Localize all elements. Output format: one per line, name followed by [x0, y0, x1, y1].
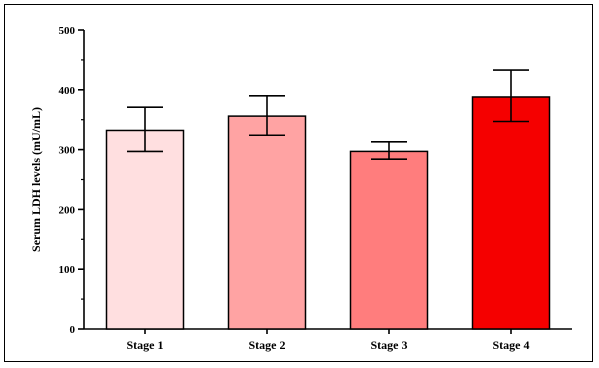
- bars-group: [105, 96, 551, 330]
- bar-stage-2: [227, 115, 307, 330]
- x-tick-label: Stage 3: [371, 338, 408, 352]
- x-tick-label: Stage 4: [493, 338, 530, 352]
- y-axis-title: Serum LDH levels (mU/mL): [29, 107, 43, 252]
- y-tick-label: 300: [59, 145, 76, 157]
- y-tick-label: 400: [59, 85, 76, 97]
- y-tick-label: 200: [59, 204, 76, 216]
- bar-stage-1: [105, 129, 185, 330]
- x-tick-label: Stage 1: [127, 338, 164, 352]
- y-axis: 0 100 200 300 400 500: [59, 25, 85, 336]
- error-bars-group: [127, 69, 529, 160]
- x-axis: Stage 1 Stage 2 Stage 3 Stage 4: [84, 328, 572, 352]
- bar-stage-4: [471, 96, 551, 330]
- y-tick-label: 500: [59, 25, 76, 37]
- y-tick-label: 0: [70, 324, 76, 336]
- x-tick-label: Stage 2: [249, 338, 286, 352]
- y-tick-label: 100: [59, 264, 76, 276]
- bar-stage-3: [349, 150, 429, 330]
